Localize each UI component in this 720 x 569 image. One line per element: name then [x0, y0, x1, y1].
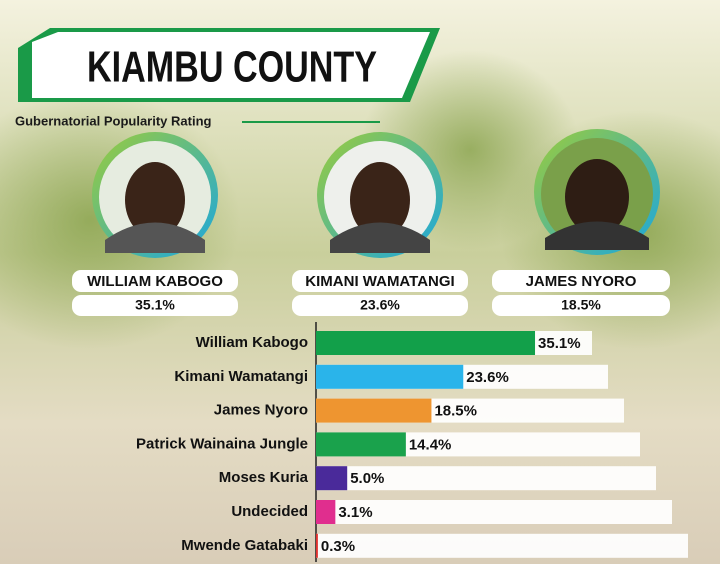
- photo: [317, 132, 443, 258]
- candidate-rating: 18.5%: [561, 297, 601, 313]
- chart-title: KIAMBU COUNTY: [87, 43, 377, 92]
- value-label: 23.6%: [466, 369, 509, 386]
- rating-card: [72, 295, 238, 316]
- rating-card: [292, 295, 468, 316]
- category-label: William Kabogo: [196, 334, 308, 351]
- rating-card: [492, 295, 670, 316]
- value-label: 14.4%: [409, 436, 452, 453]
- title-banner: [32, 32, 430, 98]
- bar-track: [316, 466, 656, 491]
- name-card: [292, 270, 468, 292]
- bar-track: [316, 500, 672, 524]
- chart-subtitle: Gubernatorial Popularity Rating: [15, 113, 212, 128]
- category-label: Mwende Gatabaki: [181, 537, 308, 554]
- value-label: 5.0%: [350, 470, 384, 487]
- name-card: [72, 270, 238, 292]
- category-label: James Nyoro: [214, 402, 308, 419]
- category-label: Undecided: [231, 503, 308, 520]
- name-card: [492, 270, 670, 292]
- candidate-name: WILLIAM KABOGO: [87, 273, 223, 290]
- category-label: Kimani Wamatangi: [174, 368, 308, 385]
- candidate-name: KIMANI WAMATANGI: [305, 273, 454, 290]
- value-label: 3.1%: [338, 504, 372, 521]
- bar: [316, 398, 432, 423]
- bar: [316, 533, 318, 558]
- bar: [316, 500, 336, 524]
- photo: [92, 132, 218, 258]
- category-label: Patrick Wainaina Jungle: [136, 435, 308, 452]
- bar-track: [316, 533, 688, 558]
- bar: [316, 364, 464, 389]
- candidate-rating: 23.6%: [360, 297, 400, 313]
- candidate-rating: 35.1%: [135, 297, 175, 313]
- value-label: 18.5%: [434, 403, 477, 420]
- value-label: 0.3%: [321, 538, 355, 555]
- bar: [316, 432, 406, 457]
- bar: [316, 331, 536, 355]
- value-label: 35.1%: [538, 335, 581, 352]
- photo: [534, 129, 660, 255]
- candidate-name: JAMES NYORO: [526, 273, 637, 290]
- category-label: Moses Kuria: [219, 469, 309, 486]
- bar: [316, 466, 348, 491]
